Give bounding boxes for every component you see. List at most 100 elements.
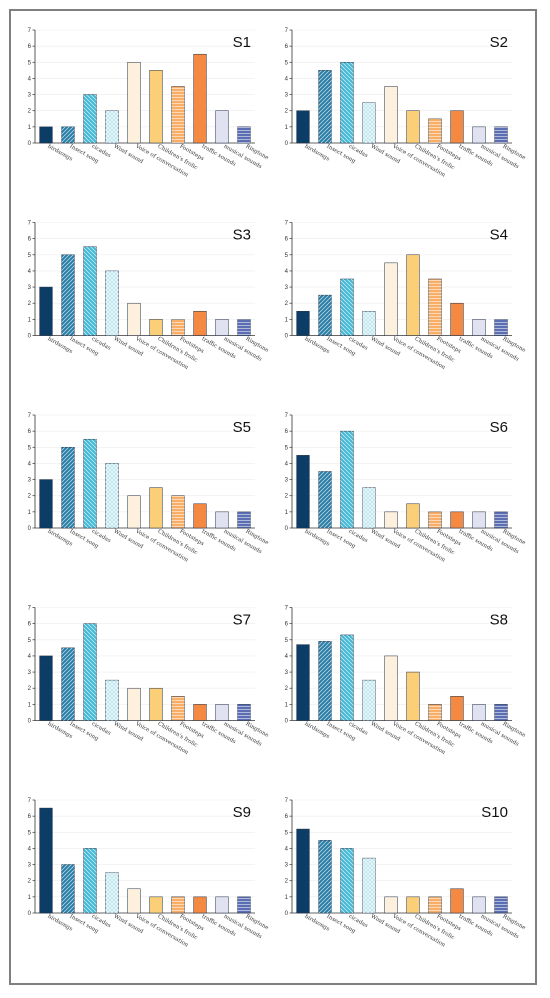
y-tick-label: 0 (285, 719, 289, 725)
bar-s9-7 (193, 896, 207, 914)
y-tick-label: 1 (28, 702, 32, 708)
bar-hatch (428, 896, 442, 913)
bar-s4-8 (472, 319, 486, 336)
y-tick-label: 7 (28, 798, 32, 804)
y-tick-label: 4 (28, 269, 32, 275)
y-tick-label: 5 (285, 638, 289, 644)
y-tick-label: 3 (285, 863, 289, 869)
bar-hatch (171, 495, 185, 528)
panel-title: S10 (481, 804, 508, 821)
bar-hatch (105, 270, 119, 336)
y-tick-label: 4 (28, 461, 32, 467)
bar-hatch (237, 511, 251, 528)
bar-hatch (237, 126, 251, 143)
y-tick-label: 2 (28, 494, 32, 500)
y-tick-label: 4 (285, 846, 289, 852)
y-tick-label: 6 (28, 44, 32, 50)
y-tick-label: 2 (285, 686, 289, 692)
bar-s6-8 (472, 511, 486, 529)
y-tick-label: 3 (28, 285, 32, 291)
y-tick-label: 2 (285, 301, 289, 307)
y-tick-label: 4 (28, 846, 32, 852)
bar-s6-7 (450, 511, 464, 529)
bar-hatch (83, 623, 97, 721)
bar-s10-0 (296, 828, 310, 914)
bar-hatch (362, 311, 376, 336)
bar-hatch (494, 126, 508, 143)
bar-s10-7 (450, 888, 464, 914)
bar-s2-4 (384, 86, 398, 144)
y-tick-label: 5 (28, 253, 32, 259)
bar-hatch (428, 704, 442, 721)
bar-hatch (171, 696, 185, 721)
bar-hatch (61, 254, 75, 336)
bar-s7-0 (39, 655, 53, 721)
bar-s10-5 (406, 896, 420, 914)
bar-s10-4 (384, 896, 398, 914)
y-tick-label: 6 (28, 429, 32, 435)
y-tick-label: 7 (285, 221, 289, 227)
bar-hatch (494, 704, 508, 721)
y-tick-label: 0 (285, 141, 289, 147)
bar-s3-8 (215, 319, 229, 336)
bar-s6-5 (406, 503, 420, 529)
y-tick-label: 6 (285, 622, 289, 628)
y-tick-label: 3 (28, 93, 32, 99)
panel-title: S7 (233, 612, 251, 629)
bar-s9-8 (215, 896, 229, 914)
bar-hatch (105, 110, 119, 143)
bar-hatch (340, 431, 354, 528)
bar-hatch (83, 94, 97, 143)
bar-hatch (362, 858, 376, 913)
bar-s4-0 (296, 311, 310, 336)
bar-hatch (318, 641, 332, 721)
bar-hatch (105, 872, 119, 913)
bar-s4-5 (406, 254, 420, 336)
y-tick-label: 5 (28, 830, 32, 836)
y-tick-label: 3 (28, 478, 32, 484)
bar-hatch (237, 896, 251, 913)
y-tick-label: 5 (285, 60, 289, 66)
y-tick-label: 4 (285, 76, 289, 82)
bar-s5-8 (215, 511, 229, 529)
y-tick-label: 0 (28, 141, 32, 147)
y-tick-label: 7 (285, 413, 289, 419)
y-tick-label: 7 (28, 413, 32, 419)
bar-s1-8 (215, 110, 229, 144)
bar-hatch (494, 319, 508, 336)
bar-hatch (428, 118, 442, 143)
panel-title: S2 (490, 34, 508, 51)
y-tick-label: 4 (285, 269, 289, 275)
bar-s4-7 (450, 302, 464, 336)
bar-hatch (171, 86, 185, 143)
bar-s8-0 (296, 644, 310, 721)
panel-title: S3 (233, 227, 251, 244)
bar-hatch (340, 279, 354, 336)
bar-s3-7 (193, 311, 207, 336)
y-tick-label: 1 (28, 125, 32, 131)
y-tick-label: 5 (28, 60, 32, 66)
y-tick-label: 4 (28, 654, 32, 660)
y-tick-label: 7 (285, 28, 289, 34)
y-tick-label: 7 (285, 798, 289, 804)
y-tick-label: 3 (28, 863, 32, 869)
y-tick-label: 3 (285, 285, 289, 291)
y-tick-label: 0 (285, 526, 289, 532)
bar-hatch (318, 471, 332, 528)
bar-s8-8 (472, 704, 486, 721)
bar-hatch (428, 279, 442, 336)
y-tick-label: 3 (285, 670, 289, 676)
bar-s3-5 (149, 319, 163, 336)
bar-s5-0 (39, 479, 53, 529)
y-tick-label: 2 (285, 879, 289, 885)
bar-s8-5 (406, 671, 420, 721)
y-tick-label: 2 (28, 879, 32, 885)
y-tick-label: 6 (28, 622, 32, 628)
bar-s5-7 (193, 503, 207, 529)
bar-hatch (318, 70, 332, 143)
bar-hatch (318, 840, 332, 913)
